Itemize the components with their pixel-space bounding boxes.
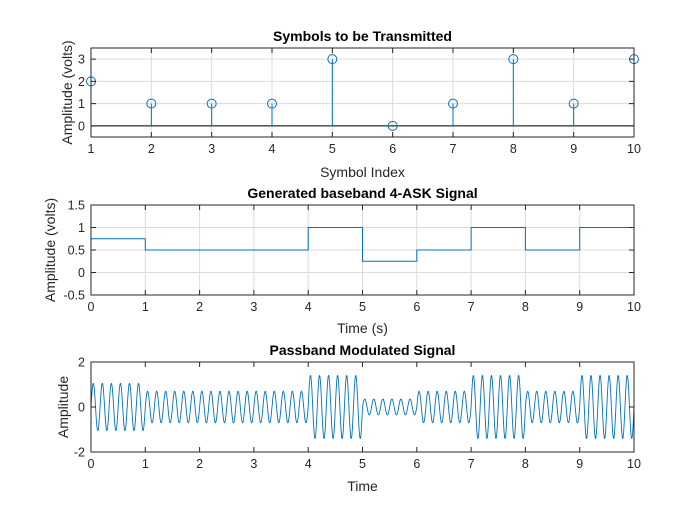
y-tick-label: 2 <box>78 356 85 370</box>
x-tick-label: 7 <box>450 142 457 156</box>
x-tick-label: 9 <box>576 457 583 471</box>
x-tick-label: 3 <box>250 300 257 314</box>
chart-title-3: Passband Modulated Signal <box>270 342 456 358</box>
x-tick-label: 6 <box>389 142 396 156</box>
ticks-2: 0 1 2 3 4 5 6 7 8 9 10-0.500.511.5 <box>63 199 641 315</box>
y-tick-label: 0 <box>78 119 85 133</box>
chart-title-1: Symbols to be Transmitted <box>273 28 452 44</box>
x-tick-label: 9 <box>576 300 583 314</box>
x-tick-label: 8 <box>522 300 529 314</box>
x-tick-label: 3 <box>208 142 215 156</box>
stem-marker <box>508 54 519 65</box>
x-tick-label: 1 <box>142 300 149 314</box>
x-tick-label: 8 <box>522 457 529 471</box>
y-tick-label: 2 <box>78 75 85 89</box>
x-tick-label: 2 <box>196 300 203 314</box>
baseband-step-line <box>91 227 634 262</box>
stem-marker <box>267 98 277 109</box>
stem-marker <box>146 98 157 109</box>
x-tick-label: 5 <box>359 457 366 471</box>
y-axis-label-1: Amplitude (volts) <box>59 40 75 144</box>
baseband-chart: 0 1 2 3 4 5 6 7 8 9 10-0.500.511.5 Generated baseb… <box>42 185 641 336</box>
y-axis-label-2: Amplitude (volts) <box>42 198 58 302</box>
x-tick-label: 4 <box>305 457 312 471</box>
x-tick-label: 10 <box>627 142 641 156</box>
y-tick-label: -0.5 <box>63 289 85 303</box>
x-axis-label-3: Time <box>347 478 378 494</box>
x-tick-label: 1 <box>88 142 95 156</box>
x-tick-label: 2 <box>196 457 203 471</box>
x-tick-label: 6 <box>413 457 420 471</box>
x-tick-label: 4 <box>305 300 312 314</box>
stem-marker <box>387 120 398 131</box>
x-tick-label: 9 <box>570 142 577 156</box>
passband-waveform <box>90 374 635 440</box>
x-axis-label-1: Symbol Index <box>320 164 405 180</box>
x-axis-label-2: Time (s) <box>337 320 388 336</box>
y-tick-label: 3 <box>78 53 85 67</box>
y-tick-label: -2 <box>74 446 85 460</box>
ticks-3: 0 1 2 3 4 5 6 7 8 9 10-202 <box>74 356 641 472</box>
passband-chart: 0 1 2 3 4 5 6 7 8 9 10-202 Passband Modulated Sign… <box>55 342 641 494</box>
x-tick-label: 8 <box>510 142 517 156</box>
x-tick-label: 2 <box>148 142 155 156</box>
plot-area-1 <box>91 48 634 137</box>
chart-title-2: Generated baseband 4-ASK Signal <box>247 185 477 201</box>
x-tick-label: 3 <box>250 457 257 471</box>
stem-marker <box>448 98 458 109</box>
y-tick-label: 1 <box>78 97 85 111</box>
stem-marker <box>206 98 217 109</box>
y-tick-label: 0 <box>78 266 85 280</box>
stem-marker <box>568 98 579 109</box>
x-tick-label: 0 <box>88 457 95 471</box>
x-tick-label: 10 <box>627 300 641 314</box>
y-tick-label: 1.5 <box>68 199 85 213</box>
y-tick-label: 0 <box>78 401 85 415</box>
y-axis-label-3: Amplitude <box>55 376 71 438</box>
y-tick-label: 0.5 <box>68 244 85 258</box>
x-tick-label: 0 <box>88 300 95 314</box>
x-tick-label: 5 <box>329 142 336 156</box>
x-tick-label: 7 <box>468 457 475 471</box>
y-tick-label: 1 <box>78 221 85 235</box>
x-tick-label: 6 <box>413 300 420 314</box>
x-tick-label: 1 <box>142 457 149 471</box>
x-tick-label: 10 <box>627 457 641 471</box>
stem-marker <box>327 54 338 65</box>
x-tick-label: 4 <box>269 142 276 156</box>
series-3 <box>90 374 635 440</box>
series-2 <box>91 227 634 262</box>
x-tick-label: 7 <box>468 300 475 314</box>
axes-box-1 <box>90 47 635 138</box>
x-tick-label: 5 <box>359 300 366 314</box>
